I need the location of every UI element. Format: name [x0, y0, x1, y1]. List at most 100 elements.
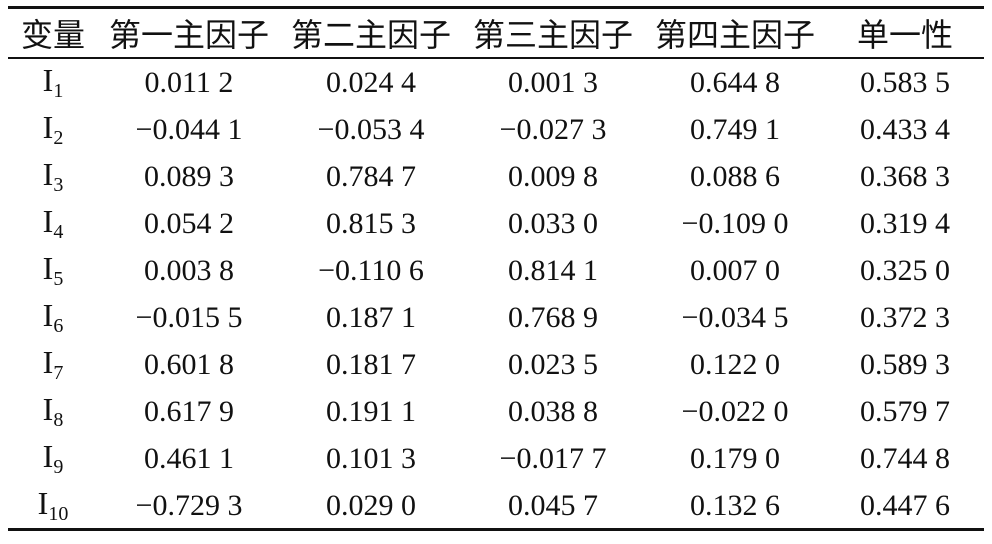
table-row: I9 0.461 1 0.101 3 −0.017 7 0.179 0 0.744 8: [8, 435, 984, 482]
factor-4-cell: −0.034 5: [681, 300, 789, 334]
factor-4-cell: 0.749 1: [690, 112, 780, 146]
factor-2-cell: −0.053 4: [317, 112, 425, 146]
variable-index: 5: [53, 268, 64, 290]
variable-cell: I4: [8, 200, 98, 247]
variable-cell: I3: [8, 153, 98, 200]
uniqueness-cell: 0.447 6: [860, 488, 950, 522]
table-row: I2 −0.044 1 −0.053 4 −0.027 3 0.749 1 0.433 4: [8, 106, 984, 153]
factor-4-cell: −0.109 0: [681, 206, 789, 240]
factor-3-cell: 0.009 8: [508, 159, 598, 193]
factor-1-cell: 0.011 2: [144, 65, 234, 99]
variable-index: 6: [53, 315, 64, 337]
variable-cell: I8: [8, 388, 98, 435]
factor-4-cell: −0.022 0: [681, 394, 789, 428]
variable-index: 10: [48, 503, 69, 525]
header-uniqueness: 单一性: [856, 16, 953, 54]
uniqueness-cell: 0.372 3: [860, 300, 950, 334]
table-header-row: 变量 第一主因子 第二主因子 第三主因子 第四主因子 单一性: [8, 9, 984, 57]
variable-index: 2: [53, 127, 64, 149]
factor-1-cell: 0.089 3: [144, 159, 234, 193]
factor-1-cell: −0.044 1: [135, 112, 243, 146]
factor-3-cell: 0.768 9: [508, 300, 598, 334]
table-body: I1 0.011 2 0.024 4 0.001 3 0.644 8 0.583 5 I2−…: [8, 57, 984, 529]
variable-name: I: [42, 109, 54, 145]
uniqueness-cell: 0.433 4: [860, 112, 950, 146]
factor-1-cell: −0.729 3: [135, 488, 243, 522]
variable-name: I: [37, 485, 49, 521]
variable-name: I: [42, 297, 54, 333]
factor-1-cell: 0.003 8: [144, 253, 234, 287]
factor-4-cell: 0.088 6: [690, 159, 780, 193]
variable-name: I: [42, 62, 54, 98]
factor-1-cell: 0.054 2: [144, 206, 234, 240]
variable-cell: I2: [8, 106, 98, 153]
factor-1-cell: 0.617 9: [144, 394, 234, 428]
variable-cell: I9: [8, 435, 98, 482]
table-header-rule: [8, 57, 984, 59]
uniqueness-cell: 0.579 7: [860, 394, 950, 428]
variable-name: I: [42, 438, 54, 474]
table-bottom-rule: [8, 528, 984, 531]
factor-3-cell: 0.001 3: [508, 65, 598, 99]
header-factor-2: 第二主因子: [290, 16, 451, 54]
factor-4-cell: 0.644 8: [690, 65, 780, 99]
factor-2-cell: 0.181 7: [326, 347, 416, 381]
table-row: I6 −0.015 5 0.187 1 0.768 9 −0.034 5 0.372 3: [8, 294, 984, 341]
factor-2-cell: 0.101 3: [326, 441, 416, 475]
table-row: I3 0.089 3 0.784 7 0.009 8 0.088 6 0.368 3: [8, 153, 984, 200]
factor-1-cell: 0.601 8: [144, 347, 234, 381]
variable-cell: I5: [8, 247, 98, 294]
header-variable: 变量: [20, 16, 85, 54]
variable-name: I: [42, 156, 54, 192]
factor-3-cell: 0.038 8: [508, 394, 598, 428]
table-row: I4 0.054 2 0.815 3 0.033 0 −0.109 0 0.319 4: [8, 200, 984, 247]
header-factor-1: 第一主因子: [108, 16, 269, 54]
factor-2-cell: 0.191 1: [326, 394, 416, 428]
variable-name: I: [42, 250, 54, 286]
factor-3-cell: −0.027 3: [499, 112, 607, 146]
variable-cell: I10: [8, 482, 98, 529]
header-factor-4: 第四主因子: [654, 16, 815, 54]
uniqueness-cell: 0.368 3: [860, 159, 950, 193]
factor-2-cell: 0.784 7: [326, 159, 416, 193]
factor-2-cell: 0.815 3: [326, 206, 416, 240]
factor-2-cell: 0.029 0: [326, 488, 416, 522]
uniqueness-cell: 0.325 0: [860, 253, 950, 287]
factor-3-cell: 0.814 1: [508, 253, 598, 287]
factor-3-cell: 0.023 5: [508, 347, 598, 381]
table-row: I1 0.011 2 0.024 4 0.001 3 0.644 8 0.583 5: [8, 57, 984, 106]
factor-1-cell: 0.461 1: [144, 441, 234, 475]
factor-4-cell: 0.179 0: [690, 441, 780, 475]
variable-index: 7: [53, 362, 64, 384]
table-row: I10 −0.729 3 0.029 0 0.045 7 0.132 6 0.447 6: [8, 482, 984, 529]
factor-loading-table: 变量 第一主因子 第二主因子 第三主因子 第四主因子 单一性 I1 0.011 2…: [8, 9, 984, 529]
variable-index: 8: [53, 409, 64, 431]
variable-name: I: [42, 203, 54, 239]
factor-3-cell: 0.045 7: [508, 488, 598, 522]
factor-1-cell: −0.015 5: [135, 300, 243, 334]
factor-2-cell: 0.024 4: [326, 65, 416, 99]
factor-4-cell: 0.007 0: [690, 253, 780, 287]
table-top-rule: [8, 6, 984, 9]
table-row: I7 0.601 8 0.181 7 0.023 5 0.122 0 0.589 3: [8, 341, 984, 388]
variable-cell: I1: [8, 57, 98, 106]
variable-index: 9: [53, 456, 64, 478]
uniqueness-cell: 0.583 5: [860, 65, 950, 99]
variable-index: 1: [53, 80, 64, 102]
factor-3-cell: 0.033 0: [508, 206, 598, 240]
variable-name: I: [42, 391, 54, 427]
factor-2-cell: 0.187 1: [326, 300, 416, 334]
table-row: I8 0.617 9 0.191 1 0.038 8 −0.022 0 0.579 7: [8, 388, 984, 435]
factor-3-cell: −0.017 7: [499, 441, 607, 475]
uniqueness-cell: 0.589 3: [860, 347, 950, 381]
factor-4-cell: 0.122 0: [690, 347, 780, 381]
variable-cell: I7: [8, 341, 98, 388]
variable-index: 3: [53, 174, 64, 196]
variable-index: 4: [53, 221, 64, 243]
header-factor-3: 第三主因子: [472, 16, 633, 54]
uniqueness-cell: 0.744 8: [860, 441, 950, 475]
uniqueness-cell: 0.319 4: [860, 206, 950, 240]
table-row: I5 0.003 8 −0.110 6 0.814 1 0.007 0 0.325 0: [8, 247, 984, 294]
variable-name: I: [42, 344, 54, 380]
factor-2-cell: −0.110 6: [318, 253, 424, 287]
